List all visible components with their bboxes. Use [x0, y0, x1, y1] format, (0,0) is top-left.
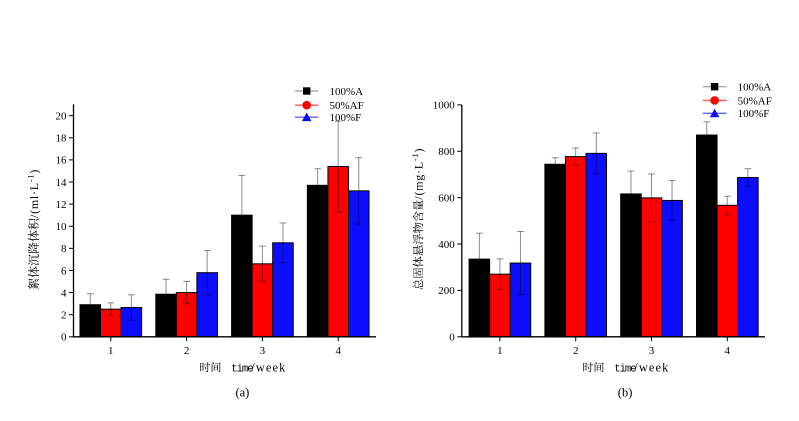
svg-text:(a): (a)	[235, 385, 249, 399]
svg-text:0: 0	[61, 332, 67, 344]
svg-text:(b): (b)	[618, 385, 633, 399]
svg-text:2: 2	[184, 345, 190, 357]
svg-text:8: 8	[61, 243, 67, 255]
svg-text:4: 4	[335, 345, 341, 357]
svg-text:100%A: 100%A	[738, 82, 772, 94]
svg-text:50%AF: 50%AF	[330, 100, 364, 112]
svg-text:/week: /week	[251, 360, 286, 374]
svg-text:100%F: 100%F	[330, 112, 362, 124]
svg-text:4: 4	[725, 345, 731, 357]
svg-text:400: 400	[438, 239, 455, 251]
svg-text:12: 12	[56, 199, 67, 211]
svg-text:time: time	[614, 363, 636, 375]
svg-text:1: 1	[108, 345, 114, 357]
svg-text:18: 18	[56, 133, 68, 145]
svg-text:800: 800	[438, 146, 455, 158]
svg-text:10: 10	[56, 221, 68, 233]
svg-text:6: 6	[61, 265, 67, 277]
svg-text:2: 2	[61, 309, 67, 321]
svg-text:4: 4	[61, 287, 67, 299]
svg-text:20: 20	[56, 110, 68, 122]
svg-text:time: time	[231, 363, 253, 375]
svg-text:0: 0	[449, 332, 455, 344]
svg-text:600: 600	[438, 192, 455, 204]
svg-text:1000: 1000	[433, 100, 456, 112]
svg-text:200: 200	[438, 285, 455, 297]
svg-text:14: 14	[56, 177, 68, 189]
svg-text:100%F: 100%F	[738, 108, 770, 120]
svg-text:2: 2	[573, 345, 579, 357]
svg-text:/week: /week	[634, 360, 669, 374]
svg-text:3: 3	[260, 345, 266, 357]
svg-text:16: 16	[56, 155, 68, 167]
svg-text:100%A: 100%A	[330, 86, 364, 98]
svg-text:1: 1	[497, 345, 503, 357]
svg-text:3: 3	[649, 345, 655, 357]
svg-text:50%AF: 50%AF	[738, 95, 772, 107]
